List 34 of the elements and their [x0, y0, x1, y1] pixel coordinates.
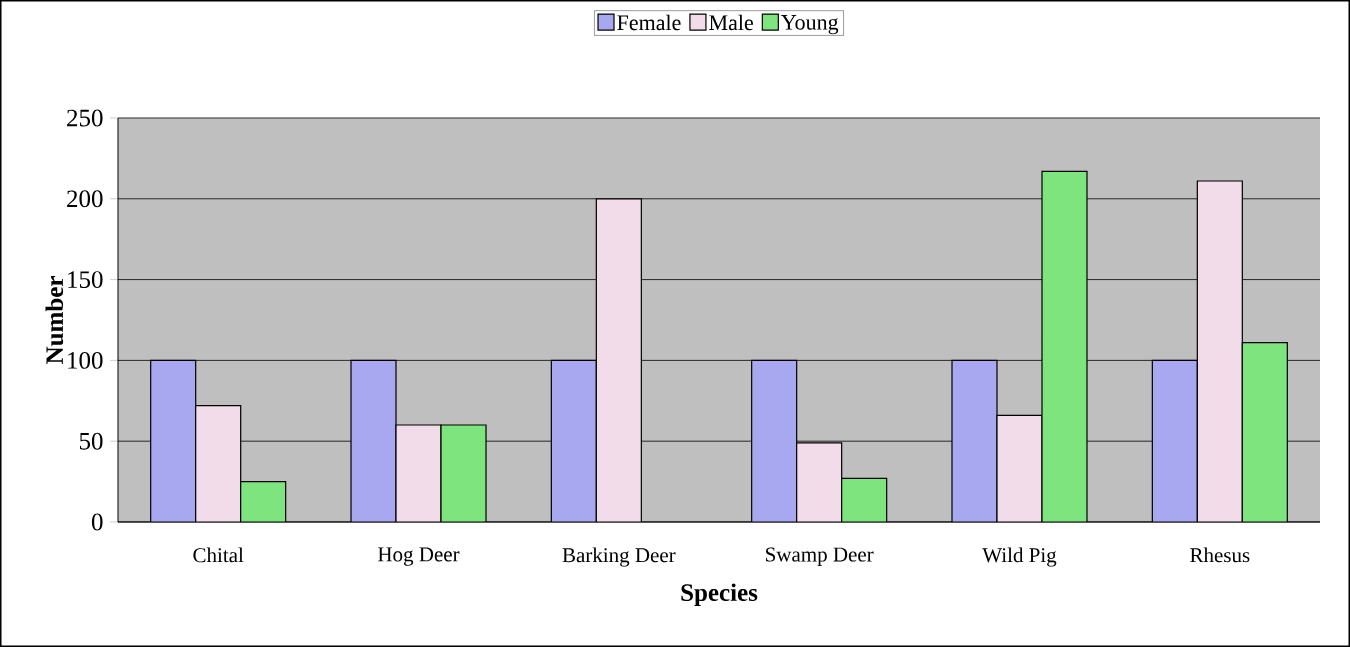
y-tick-label: 150 — [68, 271, 103, 289]
x-tick-label: Wild Pig — [982, 547, 1057, 567]
bar — [751, 359, 798, 522]
bar — [1151, 359, 1198, 522]
bar — [440, 424, 487, 522]
bar — [1196, 180, 1243, 522]
bar — [951, 359, 998, 522]
bar — [595, 198, 642, 522]
bar — [550, 359, 597, 522]
legend-label: Young — [781, 15, 839, 35]
y-tick-label: 250 — [67, 109, 103, 127]
x-tick-label: Swamp Deer — [766, 547, 874, 566]
y-tick-label: 100 — [68, 351, 103, 369]
y-tick-label: 200 — [67, 190, 103, 208]
bar — [395, 424, 442, 522]
y-tick-label: 50 — [79, 432, 103, 450]
bar — [996, 414, 1043, 522]
y-axis-title: Number — [45, 276, 64, 364]
bar — [150, 359, 197, 522]
x-tick-label: Chital — [193, 547, 244, 563]
bar — [350, 359, 397, 522]
x-tick-label: Rhesus — [1190, 547, 1250, 563]
x-tick-label: Hog Deer — [378, 547, 460, 566]
bar — [841, 477, 888, 522]
x-tick-label: Barking Deer — [562, 547, 676, 567]
legend-label: Male — [709, 14, 753, 31]
bar — [240, 480, 287, 522]
bar — [1241, 342, 1288, 522]
y-tick-label: 0 — [91, 513, 103, 531]
x-axis-title: Species — [681, 583, 758, 607]
bar — [796, 442, 843, 522]
bar — [1041, 170, 1088, 522]
bar — [195, 405, 242, 522]
legend-label: Female — [617, 14, 681, 31]
